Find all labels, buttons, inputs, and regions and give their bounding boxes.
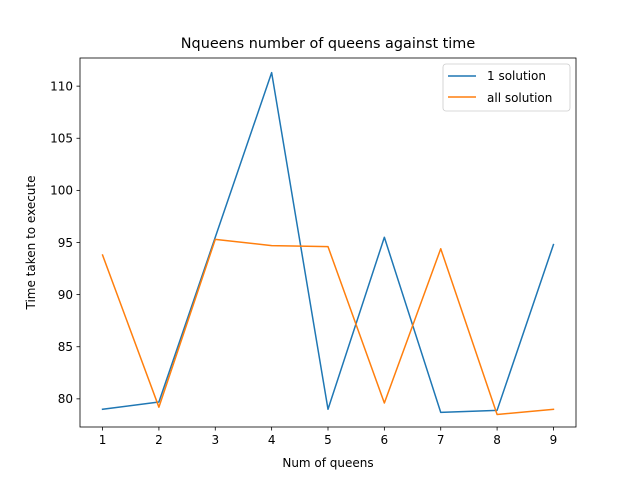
x-tick-label: 9 xyxy=(550,433,558,447)
x-axis-label: Num of queens xyxy=(282,456,373,470)
x-tick-label: 6 xyxy=(381,433,389,447)
y-tick-label: 80 xyxy=(58,392,73,406)
y-tick-label: 90 xyxy=(58,288,73,302)
series-line-1-solution xyxy=(101,71,555,414)
y-tick-label: 105 xyxy=(50,132,73,146)
x-tick-label: 3 xyxy=(211,433,219,447)
x-axis-ticks: 1 2 3 4 5 6 7 8 9 xyxy=(99,427,558,447)
y-tick-label: 95 xyxy=(58,236,73,250)
legend-label-1-solution: 1 solution xyxy=(487,69,546,83)
x-tick-label: 1 xyxy=(99,433,107,447)
legend-label-all-solution: all solution xyxy=(487,91,552,105)
y-axis-ticks: 80 85 90 95 100 105 110 xyxy=(50,79,80,406)
y-axis-label: Time taken to execute xyxy=(24,175,38,310)
legend: 1 solution all solution xyxy=(442,63,571,112)
chart-title: Nqueens number of queens against time xyxy=(181,36,476,52)
series-lines xyxy=(101,71,555,416)
y-tick-label: 85 xyxy=(58,340,73,354)
x-tick-label: 2 xyxy=(155,433,163,447)
x-tick-label: 7 xyxy=(437,433,445,447)
series-line-all-solution xyxy=(101,238,555,416)
plot-frame xyxy=(79,57,577,428)
x-tick-label: 8 xyxy=(493,433,501,447)
x-tick-label: 5 xyxy=(324,433,332,447)
y-tick-label: 100 xyxy=(50,184,73,198)
x-tick-label: 4 xyxy=(268,433,276,447)
y-tick-label: 110 xyxy=(50,79,73,93)
